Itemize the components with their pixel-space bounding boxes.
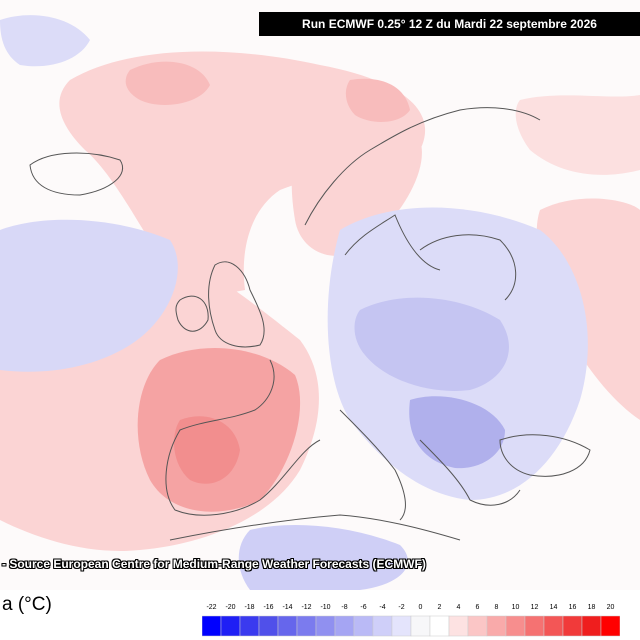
colorbar-cell [277, 615, 298, 637]
colorbar-tick-label: 18 [588, 604, 596, 611]
colorbar-cell [505, 615, 526, 637]
colorbar-tick-label: -18 [244, 604, 254, 611]
coast-baltic [419, 234, 517, 301]
coast-great-britain [208, 261, 265, 348]
colorbar-cell [296, 615, 317, 637]
warm-anomaly-nw-russia [515, 95, 640, 175]
coast-scandinavia [304, 107, 541, 271]
unit-label: a (°C) [2, 594, 52, 615]
anomaly-map: Run ECMWF 0.25° 12 Z du Mardi 22 septemb… [0, 12, 640, 590]
coast-black-sea [499, 434, 591, 477]
colorbar-tick-label: 2 [438, 604, 442, 611]
colorbar-tick-label: -12 [301, 604, 311, 611]
colorbar-cell [562, 615, 583, 637]
colorbar-tick-label: 6 [476, 604, 480, 611]
coast-france-iberia [165, 359, 321, 516]
warm-anomaly-iberia-core [174, 416, 240, 484]
colorbar-tick-label: 16 [569, 604, 577, 611]
colorbar-cell [543, 615, 564, 637]
colorbar-tick-label: 8 [495, 604, 499, 611]
warm-anomaly-norway-sea [345, 78, 410, 122]
coast-ireland [175, 295, 209, 332]
run-title: Run ECMWF 0.25° 12 Z du Mardi 22 septemb… [259, 12, 640, 36]
colorbar-cell [334, 615, 355, 637]
colorbar-tick-label: 0 [419, 604, 423, 611]
colorbar-tick-label: -6 [360, 604, 366, 611]
coast-italy [339, 409, 406, 521]
colorbar-cell [315, 615, 336, 637]
colorbar-cell [581, 615, 602, 637]
colorbar-cell [391, 615, 412, 637]
coastlines [29, 107, 591, 541]
colorbar-cell [448, 615, 469, 637]
colorbar-tick-label: -2 [398, 604, 404, 611]
coast-north-africa [169, 514, 461, 541]
colorbar-tick-label: 14 [550, 604, 558, 611]
colorbar-tick-label: -8 [341, 604, 347, 611]
colorbar-cell [410, 615, 431, 637]
colorbar-tick-label: 4 [457, 604, 461, 611]
colorbar-cell [372, 615, 393, 637]
colorbar-tick-label: -20 [225, 604, 235, 611]
colorbar-cell [429, 615, 450, 637]
colorbar: -22 -20 -18 -16 -14 -12 -10 -8 -6 -4 -2 0 2 4 6 8 10 12 14… [202, 604, 620, 637]
colorbar-cell [220, 615, 241, 637]
warm-anomaly-greenland [125, 61, 210, 105]
cool-anomaly-northwest [0, 15, 90, 67]
colorbar-tick-label: 20 [607, 604, 615, 611]
source-credit: - Source European Centre for Medium-Rang… [2, 557, 426, 571]
colorbar-cell [258, 615, 279, 637]
colorbar-tick-label: -16 [263, 604, 273, 611]
warm-anomaly-russia [536, 198, 640, 420]
cool-anomaly-west-atlantic [0, 219, 178, 372]
warm-anomaly-scandinavia [291, 123, 422, 256]
cool-anomaly-north-africa [238, 525, 408, 590]
colorbar-cell [486, 615, 507, 637]
colorbar-tick-label: -10 [320, 604, 330, 611]
colorbar-tick-label: 10 [512, 604, 520, 611]
cool-anomaly-balkans-core [409, 396, 505, 469]
colorbar-cell [239, 615, 260, 637]
coast-iceland [29, 152, 123, 196]
colorbar-cell [524, 615, 545, 637]
map-canvas [0, 15, 640, 590]
colorbar-tick-label: -14 [282, 604, 292, 611]
colorbar-cell [202, 615, 222, 637]
colorbar-tick-label: 12 [531, 604, 539, 611]
legend: a (°C) -22 -20 -18 -16 -14 -12 -10 -8 -6 -4 -2 0 2 4 6… [0, 590, 640, 640]
colorbar-cell [600, 615, 620, 637]
colorbar-cell [467, 615, 488, 637]
coast-balkans-greece [419, 439, 521, 506]
colorbar-tick-label: -4 [379, 604, 385, 611]
cool-anomaly-poland-core [354, 297, 509, 391]
colorbar-tick-label: -22 [206, 604, 216, 611]
colorbar-cell [353, 615, 374, 637]
